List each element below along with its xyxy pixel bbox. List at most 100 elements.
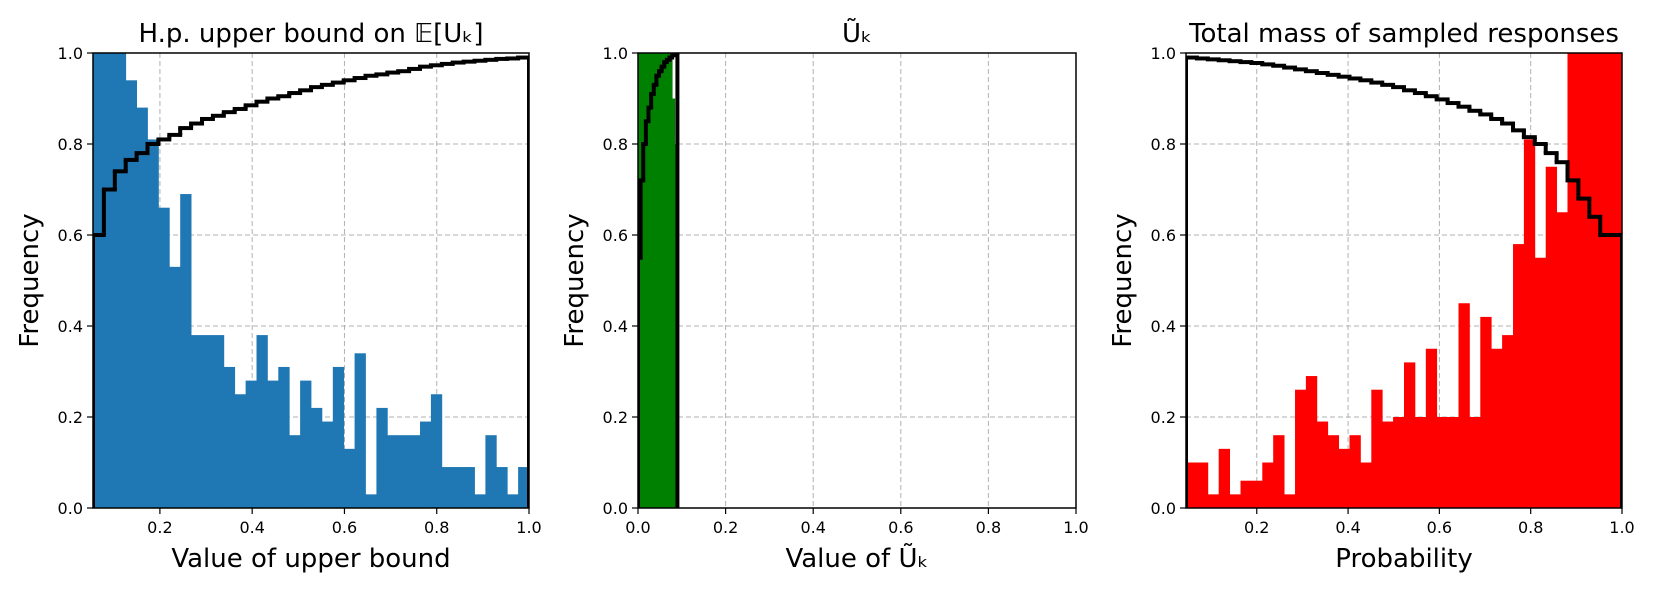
x-tick-label: 0.0 — [625, 518, 650, 537]
y-tick-label: 0.0 — [1151, 499, 1176, 518]
panel: 0.0 0.2 0.4 0.6 0.8 1.0 0.2 0.4 0.6 0.8 1.0 Total m… — [1108, 19, 1635, 574]
y-tick-label: 0.4 — [1151, 317, 1176, 336]
bar — [1338, 448, 1350, 508]
bar — [1316, 421, 1329, 508]
bar — [1251, 480, 1263, 508]
bar — [398, 435, 410, 508]
x-tick-label: 0.8 — [976, 518, 1001, 537]
chart-title: H.p. upper bound on 𝔼[Uₖ] — [139, 19, 484, 49]
y-tick-label: 0.4 — [603, 317, 628, 336]
bar — [1186, 462, 1198, 508]
bar — [158, 207, 170, 508]
bar — [245, 380, 257, 508]
bar — [278, 366, 290, 508]
panel: 0.0 0.2 0.4 0.6 0.8 1.0 0.2 0.4 0.6 0.8 1.0 H.p. up… — [15, 19, 542, 574]
bar — [267, 380, 279, 508]
bar — [1556, 212, 1568, 508]
bar — [452, 467, 465, 508]
bar — [1502, 335, 1514, 508]
x-tick-label: 0.2 — [147, 518, 172, 537]
bar — [343, 448, 355, 508]
bar — [463, 467, 475, 508]
bar — [136, 107, 148, 508]
bar — [496, 467, 508, 508]
bar — [191, 335, 203, 508]
bar — [659, 53, 663, 508]
x-axis-label: Value of Ũₖ — [785, 542, 928, 574]
bar — [1240, 480, 1252, 508]
bar — [1469, 417, 1481, 508]
bar — [441, 467, 454, 508]
bar — [169, 266, 181, 508]
bar — [223, 366, 236, 508]
bar — [420, 421, 432, 508]
bar — [1447, 417, 1459, 508]
bar — [234, 394, 247, 508]
bar — [1196, 462, 1209, 508]
x-tick-label: 0.6 — [332, 518, 357, 537]
bar — [289, 435, 301, 508]
bar — [376, 407, 388, 508]
chart-title: Total mass of sampled responses — [1188, 19, 1619, 49]
bar — [666, 53, 670, 508]
y-tick-label: 0.0 — [603, 499, 628, 518]
bar — [518, 467, 529, 508]
bar — [1534, 257, 1547, 508]
bar — [474, 494, 486, 508]
bar — [1600, 53, 1612, 508]
bar — [311, 407, 323, 508]
bar — [1425, 348, 1438, 508]
bar — [1295, 389, 1307, 508]
x-axis-label: Value of upper bound — [171, 544, 450, 574]
bar — [1589, 53, 1601, 508]
y-tick-label: 0.2 — [1151, 408, 1176, 427]
x-tick-label: 0.6 — [888, 518, 913, 537]
bar — [1404, 362, 1416, 508]
bar — [1218, 448, 1230, 508]
bars — [1186, 53, 1622, 508]
x-tick-label: 0.8 — [424, 518, 449, 537]
bar — [643, 53, 647, 508]
y-tick-label: 0.4 — [58, 317, 83, 336]
bar — [1523, 139, 1536, 508]
bar — [1360, 462, 1372, 508]
bar — [103, 53, 116, 508]
bar — [147, 139, 159, 508]
bar — [1229, 494, 1241, 508]
bar — [1273, 435, 1285, 508]
axes-frame — [1185, 52, 1623, 509]
bar — [1414, 417, 1427, 508]
bar — [354, 353, 366, 508]
bar — [387, 435, 399, 508]
bar — [640, 53, 644, 508]
bar — [645, 53, 649, 508]
chart-title: Ũₖ — [842, 17, 872, 49]
y-tick-label: 0.6 — [603, 226, 628, 245]
axes-frame — [637, 52, 1077, 509]
bar — [1305, 376, 1318, 508]
x-tick-label: 1.0 — [516, 518, 541, 537]
cdf-line — [1186, 55, 1622, 508]
bar — [1458, 303, 1470, 508]
x-tick-label: 0.4 — [800, 518, 825, 537]
y-axis-label: Frequency — [560, 213, 590, 347]
bar — [125, 80, 137, 508]
y-tick-label: 1.0 — [603, 44, 628, 63]
y-tick-label: 0.8 — [603, 135, 628, 154]
y-tick-label: 0.0 — [58, 499, 83, 518]
bar — [664, 53, 668, 508]
bar — [321, 421, 334, 508]
bar — [180, 194, 192, 508]
bar — [332, 366, 345, 508]
y-tick-label: 0.8 — [1151, 135, 1176, 154]
bar — [1349, 435, 1361, 508]
bar — [1393, 417, 1405, 508]
x-tick-label: 0.4 — [239, 518, 264, 537]
bar — [1480, 316, 1492, 508]
bar — [1284, 494, 1296, 508]
bar — [409, 435, 421, 508]
y-tick-label: 0.2 — [58, 408, 83, 427]
bar — [1513, 244, 1525, 508]
y-tick-label: 0.6 — [1151, 226, 1176, 245]
